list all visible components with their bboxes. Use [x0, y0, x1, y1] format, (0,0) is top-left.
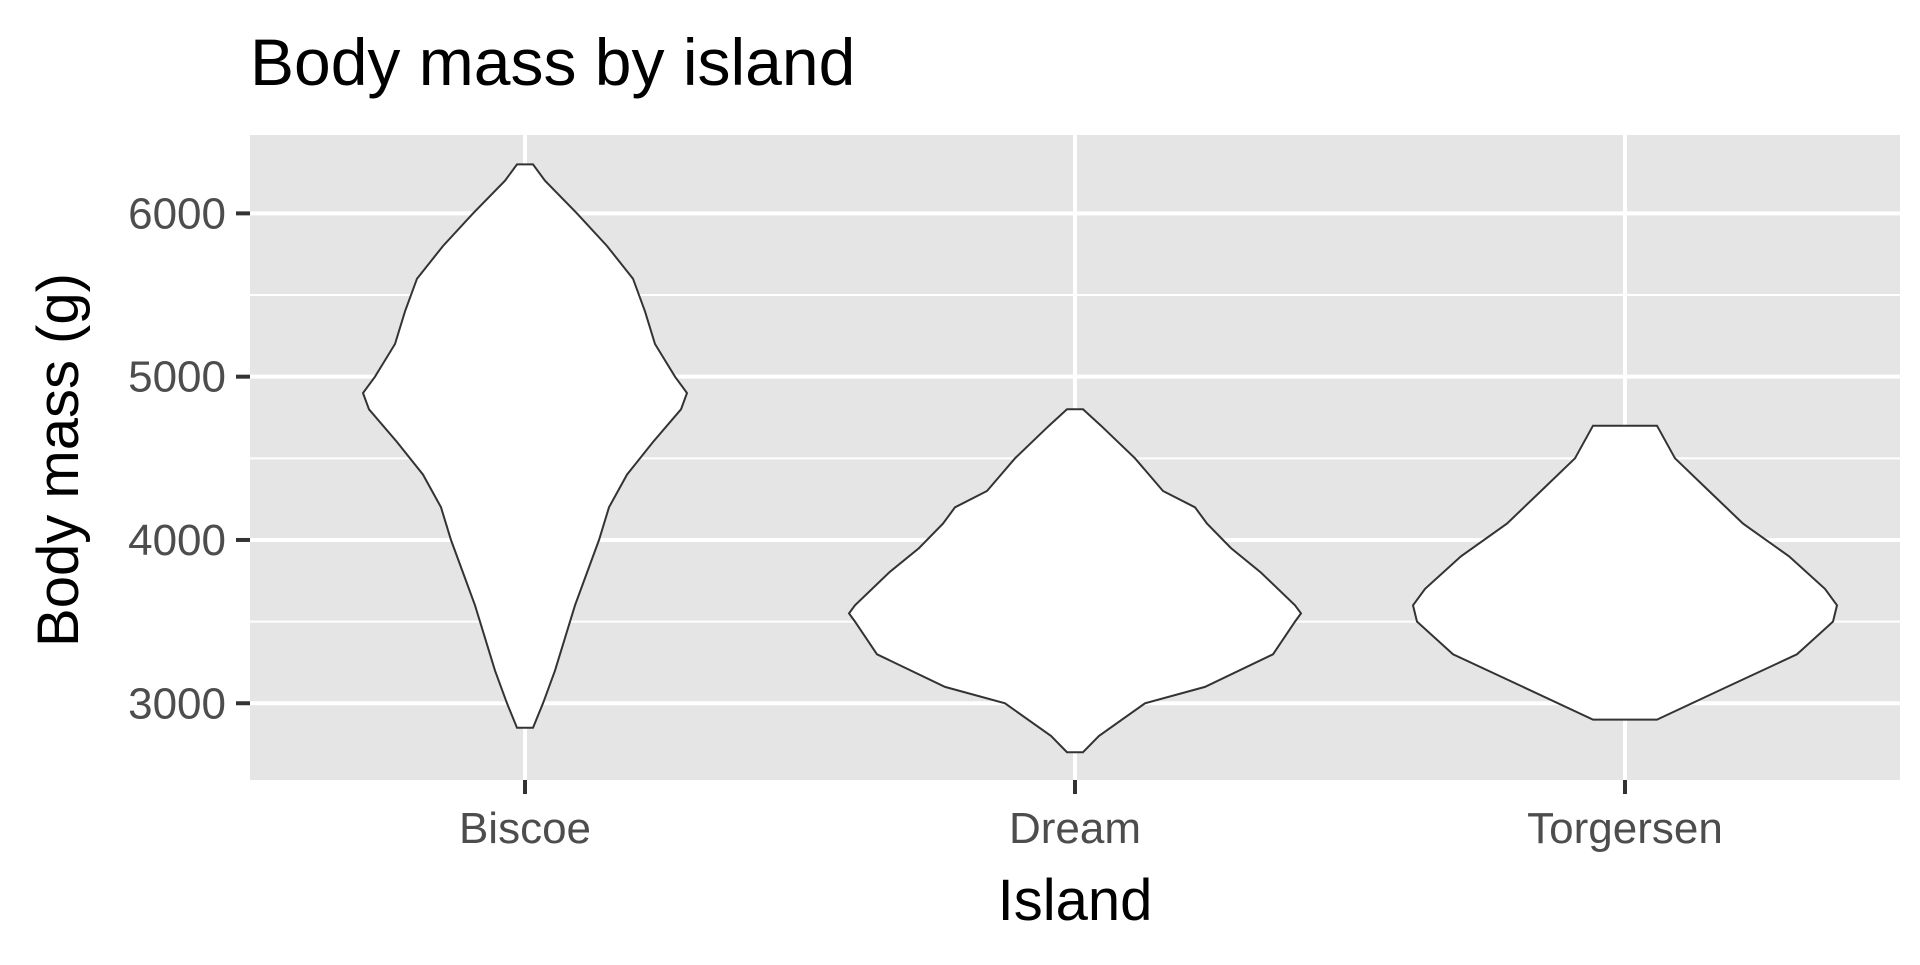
y-axis: 3000 4000 5000 6000: [128, 189, 250, 728]
y-tick-label-3: 6000: [128, 189, 226, 238]
y-axis-title: Body mass (g): [26, 273, 91, 647]
x-tick-label-dream: Dream: [1009, 804, 1141, 853]
violin-dream: [847, 408, 1303, 754]
violin-torgersen: [1411, 424, 1839, 721]
x-tick-label-biscoe: Biscoe: [459, 804, 591, 853]
y-tick-label-2: 5000: [128, 353, 226, 402]
y-tick-label-0: 3000: [128, 679, 226, 728]
y-tick-label-1: 4000: [128, 516, 226, 565]
x-axis-title: Island: [998, 868, 1153, 933]
x-tick-label-torgersen: Torgersen: [1527, 804, 1723, 853]
violin-biscoe: [361, 163, 689, 729]
x-axis: Biscoe Dream Torgersen: [459, 780, 1723, 853]
violin-layer: [361, 163, 1839, 754]
chart-title: Body mass by island: [250, 25, 855, 99]
